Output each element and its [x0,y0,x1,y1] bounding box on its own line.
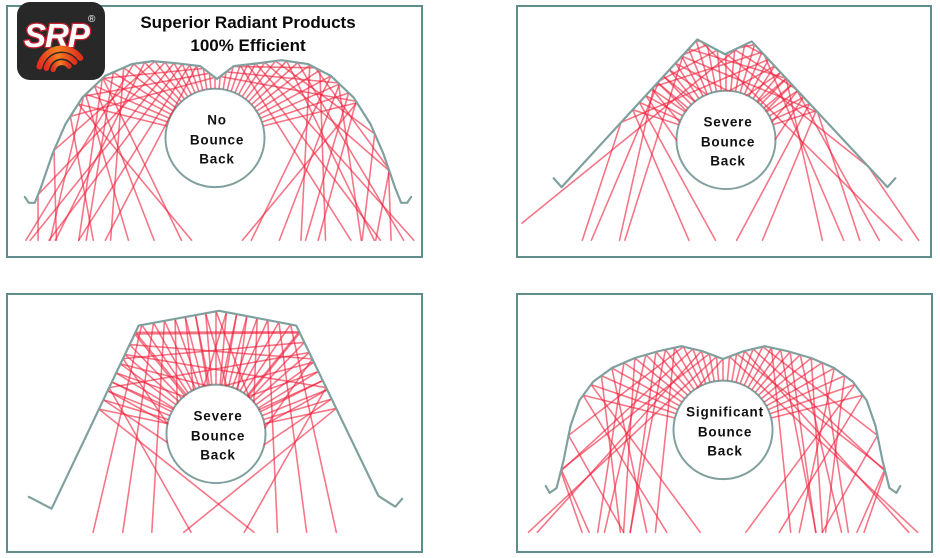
reflector-outline [552,38,897,189]
heat-rays [92,310,338,534]
reflector-outline [27,309,404,510]
ray-diagram-srp-reflector [23,59,415,242]
label-line: Back [199,151,235,167]
page-title: Superior Radiant Products 100% Efficient [93,11,403,58]
label-line: Severe [703,114,753,130]
ray-diagram-a-frame-reflector [521,38,920,242]
radiant-waves-icon [36,45,84,73]
label-line: Back [707,443,743,459]
reflector-outline [544,345,902,494]
heat-rays [521,39,920,242]
label-line: Severe [193,408,243,424]
heat-rays [25,60,415,242]
srp-logo-graphic: SRP ® [17,2,105,80]
label-line: No [207,112,227,128]
panel-rounded-dome-reflector: Significant Bounce Back [516,293,933,553]
title-line-2: 100% Efficient [190,36,306,56]
label-line: Bounce [189,132,245,148]
bounce-back-label-significant: Significant Bounce Back [686,403,764,462]
bounce-back-label-no: No Bounce Back [190,111,244,170]
label-line: Back [200,447,236,463]
heater-tube [672,379,774,481]
label-line: Bounce [697,424,753,440]
srp-logo: SRP ® [17,2,105,80]
panel-trapezoid-reflector: Severe Bounce Back [6,293,423,553]
registered-trademark-icon: ® [88,14,96,25]
heater-tube [165,383,267,485]
label-line: Bounce [190,428,246,444]
label-line: Significant [686,404,764,420]
label-line: Back [710,153,746,169]
panel-a-frame-reflector: Severe Bounce Back [516,5,932,258]
title-line-1: Superior Radiant Products [140,13,356,32]
bounce-back-label-severe-2: Severe Bounce Back [191,407,245,466]
panel-srp-curved-reflector: Superior Radiant Products 100% Efficient… [6,5,423,258]
ray-diagram-trapezoid-reflector [27,309,404,534]
reflector-outline [23,59,413,204]
heater-tube [164,87,266,189]
ray-diagram-rounded-reflector [527,345,919,534]
bounce-back-label-severe-1: Severe Bounce Back [701,113,755,172]
heat-rays [527,345,919,534]
label-line: Bounce [700,134,756,150]
